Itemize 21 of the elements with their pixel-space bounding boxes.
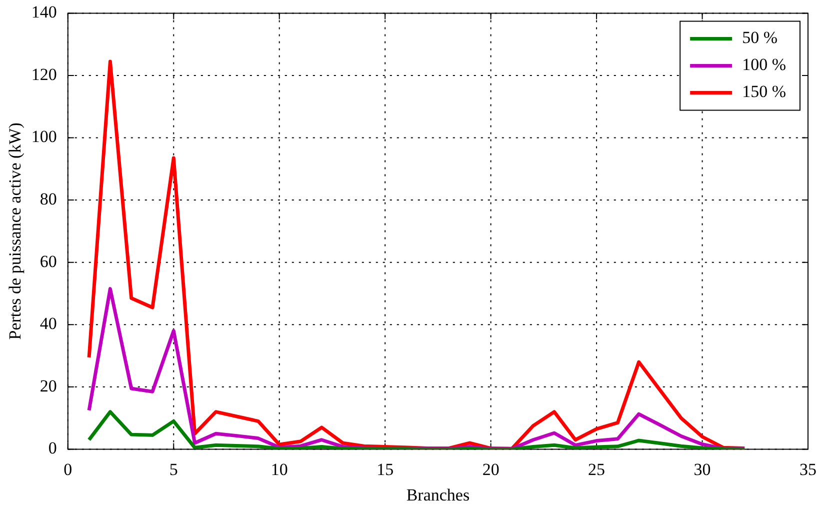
y-tick-label: 20: [40, 376, 57, 396]
y-axis-title: Pertes de puissance active (kW): [6, 122, 25, 340]
y-tick-label: 80: [40, 190, 57, 209]
x-tick-label: 35: [800, 460, 816, 479]
x-tick-label: 20: [482, 460, 500, 479]
y-tick-label: 0: [48, 438, 57, 458]
y-tick-label: 140: [31, 2, 57, 22]
x-tick-label: 0: [64, 460, 72, 479]
x-tick-label: 10: [270, 460, 288, 479]
y-tick-label: 120: [31, 64, 57, 84]
x-tick-label: 5: [169, 460, 178, 479]
x-tick-label: 15: [376, 460, 394, 479]
legend-label: 100 %: [742, 55, 786, 74]
legend-label: 50 %: [742, 28, 778, 48]
y-tick-label: 100: [31, 127, 57, 146]
x-tick-label: 25: [588, 460, 606, 479]
y-tick-label: 40: [40, 314, 57, 334]
x-tick-label: 30: [694, 460, 711, 479]
y-tick-label: 60: [40, 252, 57, 271]
legend-label: 150 %: [742, 82, 786, 102]
x-axis-title: Branches: [406, 485, 470, 504]
